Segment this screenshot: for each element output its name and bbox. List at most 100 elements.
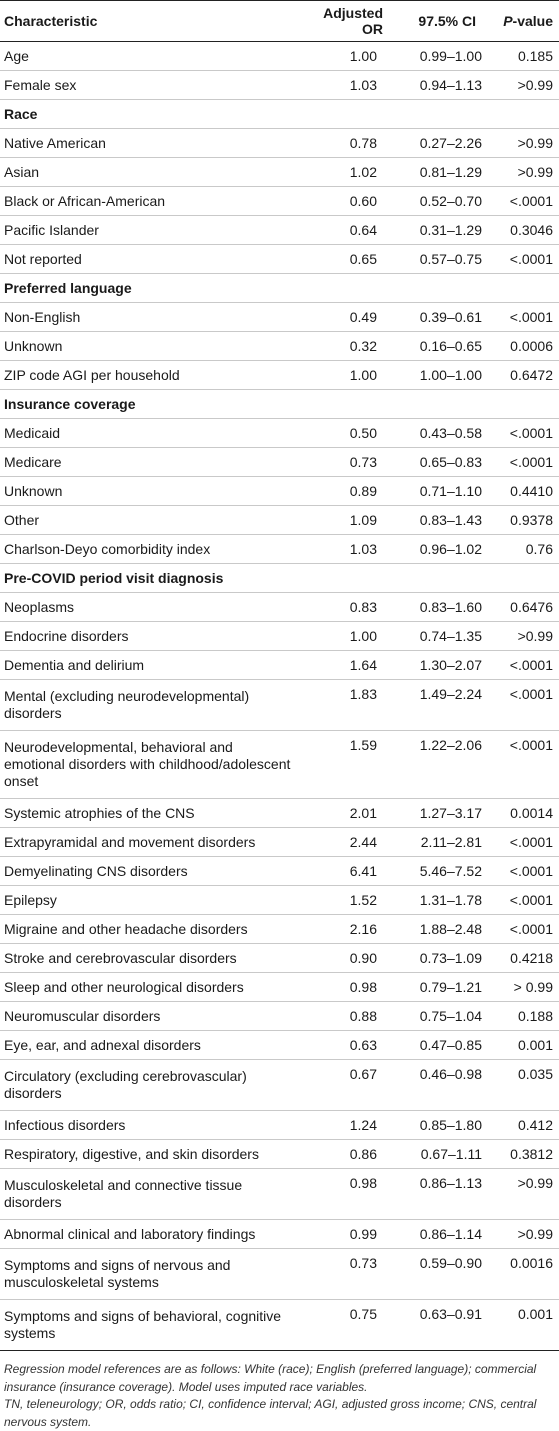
cell-characteristic: Other	[0, 505, 300, 535]
cell-pvalue: <.0001	[488, 885, 559, 915]
cell-characteristic: Native American	[0, 128, 300, 158]
table-row: Stroke and cerebrovascular disorders 0.90…	[0, 943, 559, 973]
cell-ci: 1.88–2.48	[395, 914, 488, 944]
table-row: Mental (excluding neurodevelopmental) di…	[0, 679, 559, 731]
cell-pvalue: <.0001	[488, 447, 559, 477]
cell-adjusted-or: 0.78	[300, 128, 395, 158]
cell-adjusted-or: 0.73	[300, 447, 395, 477]
cell-adjusted-or: 0.60	[300, 186, 395, 216]
cell-characteristic: Systemic atrophies of the CNS	[0, 798, 300, 828]
table-row: Symptoms and signs of nervous and muscul…	[0, 1248, 559, 1300]
cell-ci: 1.27–3.17	[395, 798, 488, 828]
section-row: Race	[0, 99, 559, 129]
cell-pvalue: <.0001	[488, 730, 559, 799]
cell-adjusted-or: 2.16	[300, 914, 395, 944]
cell-ci: 0.85–1.80	[395, 1110, 488, 1140]
table-row: Eye, ear, and adnexal disorders 0.63 0.47–…	[0, 1030, 559, 1060]
cell-ci: 0.81–1.29	[395, 157, 488, 187]
cell-adjusted-or: 0.86	[300, 1139, 395, 1169]
table-row: Medicaid 0.50 0.43–0.58 <.0001	[0, 418, 559, 448]
cell-characteristic: Stroke and cerebrovascular disorders	[0, 943, 300, 973]
cell-ci: 1.31–1.78	[395, 885, 488, 915]
cell-characteristic: Not reported	[0, 244, 300, 274]
cell-characteristic: Musculoskeletal and connective tissue di…	[0, 1168, 300, 1220]
cell-adjusted-or: 1.02	[300, 157, 395, 187]
cell-adjusted-or: 1.64	[300, 650, 395, 680]
cell-ci: 0.96–1.02	[395, 534, 488, 564]
cell-adjusted-or: 0.99	[300, 1219, 395, 1249]
section-row: Preferred language	[0, 273, 559, 303]
cell-pvalue: 0.185	[488, 41, 559, 71]
table-row: Black or African-American 0.60 0.52–0.70 <.…	[0, 186, 559, 216]
header-ci: 97.5% CI	[395, 0, 488, 42]
cell-pvalue: > 0.99	[488, 972, 559, 1002]
cell-adjusted-or: 0.73	[300, 1248, 395, 1300]
table-header: Characteristic Adjusted OR 97.5% CI P-va…	[0, 0, 559, 42]
table-row: Dementia and delirium 1.64 1.30–2.07 <.0001	[0, 650, 559, 680]
cell-ci: 0.83–1.43	[395, 505, 488, 535]
cell-ci: 1.22–2.06	[395, 730, 488, 799]
cell-characteristic: Endocrine disorders	[0, 621, 300, 651]
cell-pvalue: >0.99	[488, 621, 559, 651]
cell-adjusted-or: 1.52	[300, 885, 395, 915]
cell-characteristic: Neurodevelopmental, behavioral and emoti…	[0, 730, 300, 799]
cell-pvalue: 0.001	[488, 1299, 559, 1351]
table-row: Asian 1.02 0.81–1.29 >0.99	[0, 157, 559, 187]
table-row: Neoplasms 0.83 0.83–1.60 0.6476	[0, 592, 559, 622]
table-row: Extrapyramidal and movement disorders 2.4…	[0, 827, 559, 857]
section-heading: Race	[0, 99, 559, 129]
cell-ci: 5.46–7.52	[395, 856, 488, 886]
table-row: Epilepsy 1.52 1.31–1.78 <.0001	[0, 885, 559, 915]
cell-ci: 1.30–2.07	[395, 650, 488, 680]
cell-pvalue: 0.0006	[488, 331, 559, 361]
cell-characteristic: Dementia and delirium	[0, 650, 300, 680]
header-pvalue: P-value	[488, 0, 559, 42]
cell-adjusted-or: 0.64	[300, 215, 395, 245]
table-footnotes: Regression model references are as follo…	[0, 1351, 559, 1431]
table-row: Charlson-Deyo comorbidity index 1.03 0.96–…	[0, 534, 559, 564]
cell-adjusted-or: 0.83	[300, 592, 395, 622]
cell-pvalue: >0.99	[488, 1168, 559, 1220]
header-characteristic: Characteristic	[0, 0, 300, 42]
section-heading: Preferred language	[0, 273, 559, 303]
cell-ci: 0.39–0.61	[395, 302, 488, 332]
cell-adjusted-or: 0.50	[300, 418, 395, 448]
cell-pvalue: >0.99	[488, 70, 559, 100]
cell-pvalue: <.0001	[488, 302, 559, 332]
table-row: Not reported 0.65 0.57–0.75 <.0001	[0, 244, 559, 274]
cell-pvalue: 0.0016	[488, 1248, 559, 1300]
cell-adjusted-or: 0.98	[300, 972, 395, 1002]
cell-pvalue: 0.4218	[488, 943, 559, 973]
cell-ci: 0.16–0.65	[395, 331, 488, 361]
table-row: Systemic atrophies of the CNS 2.01 1.27–3.…	[0, 798, 559, 828]
cell-ci: 0.65–0.83	[395, 447, 488, 477]
cell-characteristic: Charlson-Deyo comorbidity index	[0, 534, 300, 564]
cell-ci: 0.57–0.75	[395, 244, 488, 274]
cell-pvalue: <.0001	[488, 418, 559, 448]
cell-pvalue: 0.001	[488, 1030, 559, 1060]
table-row: Musculoskeletal and connective tissue di…	[0, 1168, 559, 1220]
table-row: Pacific Islander 0.64 0.31–1.29 0.3046	[0, 215, 559, 245]
cell-adjusted-or: 2.01	[300, 798, 395, 828]
table-row: Abnormal clinical and laboratory finding…	[0, 1219, 559, 1249]
section-row: Insurance coverage	[0, 389, 559, 419]
table-row: Endocrine disorders 1.00 0.74–1.35 >0.99	[0, 621, 559, 651]
cell-pvalue: <.0001	[488, 650, 559, 680]
cell-ci: 0.99–1.00	[395, 41, 488, 71]
header-pvalue-suffix: -value	[512, 13, 553, 29]
cell-pvalue: >0.99	[488, 128, 559, 158]
table-row: Unknown 0.89 0.71–1.10 0.4410	[0, 476, 559, 506]
cell-characteristic: Respiratory, digestive, and skin disorde…	[0, 1139, 300, 1169]
cell-pvalue: <.0001	[488, 679, 559, 731]
cell-adjusted-or: 1.24	[300, 1110, 395, 1140]
cell-characteristic: Epilepsy	[0, 885, 300, 915]
cell-ci: 2.11–2.81	[395, 827, 488, 857]
cell-pvalue: 0.9378	[488, 505, 559, 535]
cell-adjusted-or: 6.41	[300, 856, 395, 886]
regression-table: Characteristic Adjusted OR 97.5% CI P-va…	[0, 0, 559, 1351]
cell-characteristic: Non-English	[0, 302, 300, 332]
cell-adjusted-or: 0.67	[300, 1059, 395, 1111]
cell-pvalue: 0.3812	[488, 1139, 559, 1169]
cell-characteristic: Migraine and other headache disorders	[0, 914, 300, 944]
